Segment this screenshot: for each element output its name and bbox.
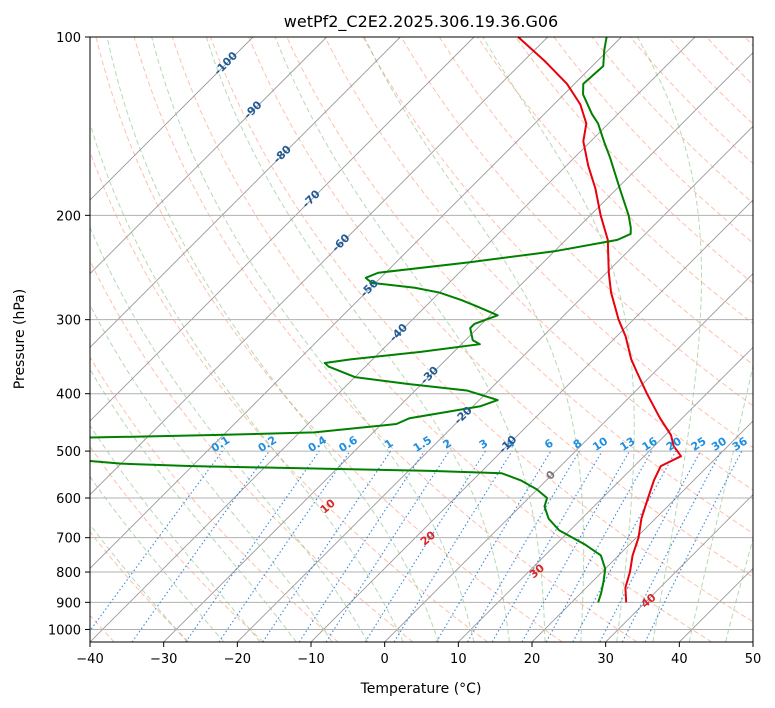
moist-adiabat-line (688, 363, 753, 642)
y-tick-label: 100 (56, 31, 81, 46)
x-tick-label: 50 (745, 652, 762, 667)
y-axis: 100 200 300 400 500 600 700 800 900 1000 (48, 31, 90, 638)
mixing-ratio-line (90, 450, 223, 632)
dry-adiabat-line (400, 37, 753, 407)
moist-adiabat-line (90, 121, 404, 642)
x-tick-label: −30 (150, 652, 177, 667)
dry-adiabat-line (210, 37, 753, 623)
isotherm-line (90, 37, 696, 642)
x-tick-label: 10 (450, 652, 467, 667)
pressure-gridlines-layer (90, 37, 753, 630)
x-tick-label: −10 (297, 652, 324, 667)
dry-adiabat-line (591, 37, 753, 204)
y-tick-label: 800 (56, 566, 81, 581)
dry-adiabat-line (90, 259, 414, 642)
moist-adiabats-layer (90, 37, 753, 642)
moist-adiabat-line (151, 37, 475, 642)
y-axis-title: Pressure (hPa) (12, 289, 28, 389)
dry-adiabat-line (133, 37, 638, 642)
moist-adiabat-line (482, 37, 635, 642)
dry-adiabat-line (553, 37, 753, 244)
dry-adiabat-line (90, 531, 190, 642)
moist-adiabat-line (363, 37, 585, 642)
dry-adiabat-line (248, 37, 753, 578)
temperature-profile (517, 37, 682, 603)
isotherm-line (310, 199, 753, 642)
profiles-layer (90, 37, 682, 603)
mixing-ratio-line (644, 450, 743, 642)
chart-title: wetPf2_C2E2.2025.306.19.36.G06 (284, 12, 558, 32)
isotherm-line (531, 420, 753, 642)
x-tick-label: −40 (76, 652, 103, 667)
dry-adiabat-line (439, 37, 753, 366)
dry-adiabat-line (95, 37, 563, 642)
isotherm-line (90, 37, 548, 496)
y-tick-label: 900 (56, 596, 81, 611)
moist-adiabat-line (90, 303, 333, 642)
x-tick-label: 40 (671, 652, 688, 667)
plot-frame (89, 36, 754, 643)
isotherm-line (90, 37, 475, 422)
isotherm-line (237, 125, 753, 642)
moist-adiabat-line (637, 37, 703, 642)
moist-adiabat-line (90, 226, 369, 642)
moist-adiabat-line (725, 537, 753, 642)
isotherm-line (163, 52, 753, 642)
mixing-ratio-line (545, 450, 653, 642)
isotherm-line (605, 494, 753, 642)
mixing-ratio-line (131, 450, 270, 642)
x-axis: −40 −30 −20 −10 0 10 20 30 40 50 (76, 642, 761, 667)
dry-adiabat-line (286, 37, 753, 534)
x-tick-label: −20 (224, 652, 251, 667)
isotherm-line (90, 37, 254, 201)
mixing-ratio-line (393, 450, 513, 642)
y-tick-label: 400 (56, 388, 81, 403)
dry-adiabat-line (90, 150, 488, 642)
mixing-ratio-line (185, 450, 320, 642)
x-axis-title: Temperature (°C) (360, 681, 482, 697)
x-tick-label: 0 (381, 652, 389, 667)
x-tick-label: 30 (597, 652, 614, 667)
moist-adiabat-line (90, 424, 261, 642)
y-tick-label: 1000 (48, 623, 81, 638)
mixing-ratio-line (521, 450, 630, 642)
dry-adiabat-line (324, 37, 753, 491)
dry-adiabat-line (90, 356, 339, 642)
moist-adiabat-line (274, 37, 546, 642)
x-tick-label: 20 (524, 652, 541, 667)
dry-adiabat-line (477, 37, 753, 325)
mixing-ratio-line (572, 450, 677, 642)
isotherm-line (90, 37, 327, 275)
mixing-ratio-line (218, 450, 351, 642)
y-tick-label: 200 (56, 209, 81, 224)
y-tick-label: 300 (56, 314, 81, 329)
mixing-ratio-line (325, 450, 450, 642)
mixing-ratio-line (298, 450, 425, 642)
dry-adiabat-line (171, 37, 712, 642)
isotherm-line (90, 37, 401, 348)
isotherms-layer (90, 37, 753, 642)
isotherm-line (458, 346, 753, 642)
mixing-ratio-layer (90, 450, 743, 642)
dewpoint-profile (90, 37, 632, 603)
isotherm-line (90, 37, 622, 569)
moist-adiabat-line (205, 37, 510, 642)
y-tick-label: 700 (56, 532, 81, 547)
y-tick-label: 500 (56, 445, 81, 460)
y-tick-label: 600 (56, 492, 81, 507)
moist-adiabat-line (106, 37, 440, 642)
isotherm-line (384, 273, 753, 642)
mixing-ratio-line (262, 450, 392, 642)
